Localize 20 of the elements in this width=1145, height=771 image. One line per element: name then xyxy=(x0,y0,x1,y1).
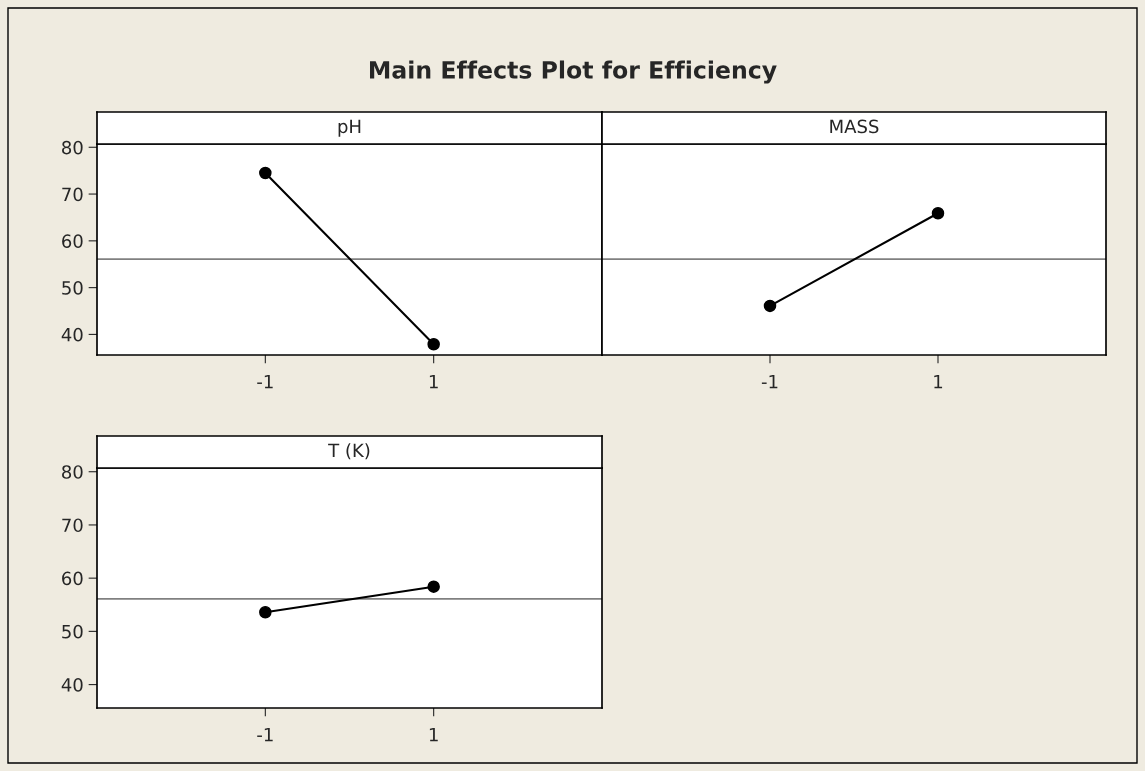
y-tick-label: 70 xyxy=(62,518,83,533)
y-tick-label: 50 xyxy=(62,624,83,639)
y-tick-label: 80 xyxy=(62,140,83,155)
text: Main Effects Plot for Efficiency xyxy=(370,60,777,84)
x-tick-label: -1 xyxy=(257,375,273,389)
x-tick-label: -1 xyxy=(257,728,273,742)
y-tick-label: 40 xyxy=(61,327,83,342)
x-tick-label: 1 xyxy=(934,375,943,389)
x-tick-label: 1 xyxy=(429,728,438,742)
chart-title: MASS xyxy=(830,119,879,134)
y-tick-label: 40 xyxy=(61,678,83,692)
chart-title: pH xyxy=(338,119,361,137)
y-tick-label: 60 xyxy=(62,571,83,586)
chart-title: T (K) xyxy=(328,443,370,460)
y-tick-label: 80 xyxy=(62,465,83,479)
y-tick-label: 70 xyxy=(62,187,83,202)
y-tick-label: 60 xyxy=(62,234,83,248)
x-tick-label: 1 xyxy=(429,375,438,389)
x-tick-label: -1 xyxy=(761,375,778,389)
y-tick-label: 50 xyxy=(62,281,83,295)
